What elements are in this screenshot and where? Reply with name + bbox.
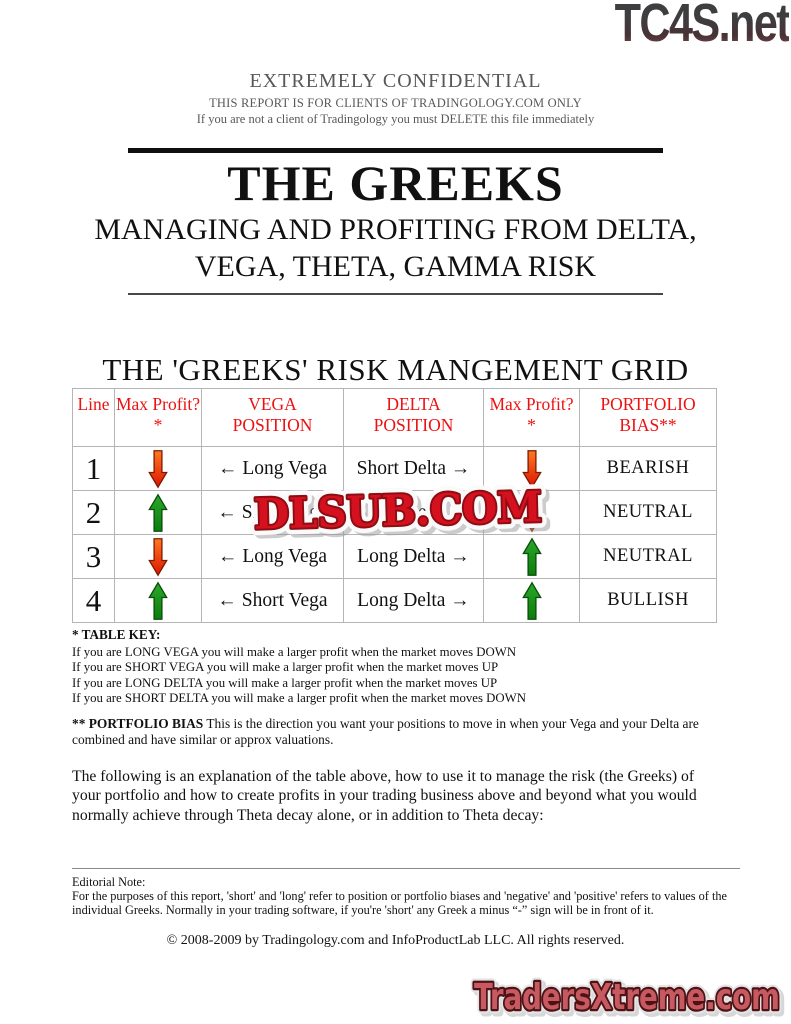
portfolio-bias-cell: NEUTRAL: [579, 490, 717, 535]
tc4s-site-logo: TC4S.net: [615, 0, 791, 50]
table-key-line: If you are SHORT DELTA you will make a l…: [72, 690, 526, 705]
svg-text:DLSUB.COM: DLSUB.COM: [253, 482, 542, 539]
table-key-title: * TABLE KEY:: [72, 627, 161, 642]
profit-direction-arrow-icon: [521, 581, 543, 621]
subtitle-line-1: MANAGING AND PROFITING FROM DELTA,: [94, 213, 697, 246]
line-number-cell: 1: [72, 446, 115, 491]
copyright-line: © 2008-2009 by Tradingology.com and Info…: [166, 933, 625, 948]
delta-position-cell: Short Delta →: [343, 490, 484, 535]
max-profit-cell: [114, 490, 202, 535]
portfolio-bias-note-text: This is the direction you want your posi…: [72, 716, 699, 747]
footer-divider: [72, 868, 740, 869]
profit-direction-arrow-icon: [147, 493, 169, 533]
line-number-cell: 3: [72, 534, 115, 579]
line-number-cell: 4: [72, 578, 115, 623]
subtitle-line-2: VEGA, THETA, GAMMA RISK: [194, 250, 597, 283]
max-profit-cell: [114, 578, 202, 623]
max-profit-cell: [483, 578, 580, 623]
page-title: THE GREEKS: [227, 155, 564, 211]
portfolio-bias-cell: NEUTRAL: [579, 534, 717, 579]
col-header-delta-position: DELTA POSITION: [343, 388, 484, 447]
profit-direction-arrow-icon: [147, 537, 169, 577]
confidential-subline-1: THIS REPORT IS FOR CLIENTS OF TRADINGOLO…: [209, 96, 582, 110]
col-header-vega-position: VEGA POSITION: [201, 388, 344, 447]
table-key-line: If you are SHORT VEGA you will make a la…: [72, 660, 499, 675]
vega-position-cell: ← Long Vega: [201, 446, 344, 491]
max-profit-cell: [483, 534, 580, 579]
profit-direction-arrow-icon: [521, 493, 543, 533]
svg-text:DLSUB.COM: DLSUB.COM: [257, 486, 546, 543]
vega-position-cell: ← Short Vega: [201, 578, 344, 623]
portfolio-bias-note-title: ** PORTFOLIO BIAS: [72, 716, 204, 731]
title-rule-bottom: [128, 293, 663, 295]
portfolio-bias-note: ** PORTFOLIO BIAS This is the direction …: [72, 716, 728, 748]
svg-text:TradersXtreme.com: TradersXtreme.com: [474, 977, 780, 1018]
editorial-note-label: Editorial Note:: [72, 875, 146, 889]
portfolio-bias-cell: BEARISH: [579, 446, 717, 491]
confidential-subline-2: If you are not a client of Tradingology …: [196, 112, 595, 126]
col-header-line: Line: [72, 388, 115, 447]
delta-position-cell: Long Delta →: [343, 534, 484, 579]
risk-management-grid-table: Line Max Profit? * VEGA POSITION DELTA P…: [72, 388, 717, 623]
table-row: 1 ← Long Vega Short Delta → BEARISH: [72, 446, 717, 491]
editorial-note-text: For the purposes of this report, 'short'…: [72, 889, 727, 917]
table-row: 4 ← Short Vega Long Delta → BULLISH: [72, 578, 717, 623]
profit-direction-arrow-icon: [147, 581, 169, 621]
portfolio-bias-cell: BULLISH: [579, 578, 717, 623]
col-header-max-profit-right: Max Profit? *: [483, 388, 580, 447]
dlsub-watermark: DLSUB.COM DLSUB.COM DLSUB.COM: [247, 476, 553, 547]
svg-text:TradersXtreme.com: TradersXtreme.com: [477, 980, 783, 1021]
confidential-notice: EXTREMELY CONFIDENTIAL THIS REPORT IS FO…: [0, 70, 791, 127]
svg-text:TradersXtreme.com: TradersXtreme.com: [474, 977, 780, 1018]
grid-section-heading: THE 'GREEKS' RISK MANGEMENT GRID: [102, 352, 689, 387]
table-header-row: Line Max Profit? * VEGA POSITION DELTA P…: [72, 388, 717, 447]
title-block: THE GREEKS MANAGING AND PROFITING FROM D…: [0, 148, 791, 295]
confidential-title: EXTREMELY CONFIDENTIAL: [249, 70, 542, 92]
table-key-block: * TABLE KEY: If you are LONG VEGA you wi…: [72, 627, 526, 706]
max-profit-cell: [483, 490, 580, 535]
tradersxtreme-site-logo: TradersXtreme.com TradersXtreme.com Trad…: [470, 973, 788, 1024]
title-rule-top: [128, 148, 663, 153]
line-number-cell: 2: [72, 490, 115, 535]
max-profit-cell: [114, 534, 202, 579]
max-profit-cell: [114, 446, 202, 491]
delta-position-cell: Long Delta →: [343, 578, 484, 623]
profit-direction-arrow-icon: [147, 449, 169, 489]
body-paragraph: The following is an explanation of the t…: [72, 768, 697, 824]
col-header-max-profit-left: Max Profit? *: [114, 388, 202, 447]
profit-direction-arrow-icon: [521, 537, 543, 577]
table-key-line: If you are LONG DELTA you will make a la…: [72, 675, 498, 690]
table-key-line: If you are LONG VEGA you will make a lar…: [72, 645, 517, 660]
col-header-portfolio-bias: PORTFOLIO BIAS**: [579, 388, 717, 447]
profit-direction-arrow-icon: [521, 449, 543, 489]
